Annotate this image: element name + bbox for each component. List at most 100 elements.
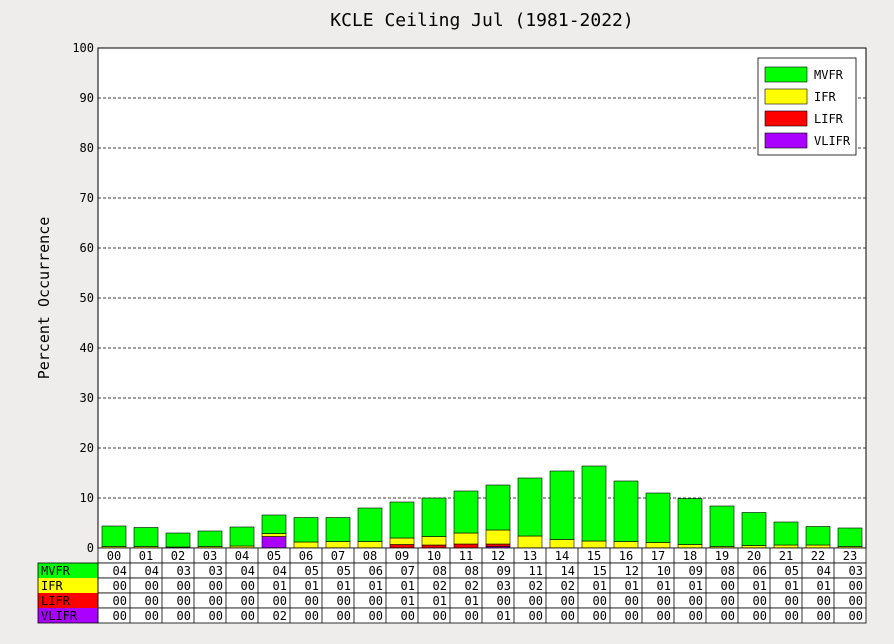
table-cell-mvfr: 08 xyxy=(433,564,447,578)
y-axis-label: Percent Occurrence xyxy=(35,217,53,380)
x-tick-label: 06 xyxy=(299,549,313,563)
bar-ifr-10 xyxy=(421,536,447,546)
table-cell-lifr: 01 xyxy=(433,594,447,608)
x-tick-label: 23 xyxy=(843,549,857,563)
x-tick-label: 14 xyxy=(555,549,569,563)
x-tick-label: 05 xyxy=(267,549,281,563)
bar-mvfr-19 xyxy=(709,505,735,547)
bar-mvfr-16 xyxy=(613,480,639,542)
table-cell-ifr: 01 xyxy=(401,579,415,593)
x-tick-label: 15 xyxy=(587,549,601,563)
y-tick-label: 100 xyxy=(72,41,94,55)
table-cell-vlifr: 00 xyxy=(529,609,543,623)
table-cell-vlifr: 00 xyxy=(177,609,191,623)
y-tick-label: 50 xyxy=(80,291,94,305)
table-cell-lifr: 00 xyxy=(177,594,191,608)
table-cell-mvfr: 04 xyxy=(113,564,127,578)
table-label-frame xyxy=(37,562,99,624)
x-tick-label: 16 xyxy=(619,549,633,563)
table-cell-lifr: 01 xyxy=(401,594,415,608)
table-cell-ifr: 01 xyxy=(593,579,607,593)
table-cell-mvfr: 03 xyxy=(849,564,863,578)
table-cell-ifr: 03 xyxy=(497,579,511,593)
table-cell-ifr: 01 xyxy=(817,579,831,593)
table-cell-lifr: 00 xyxy=(689,594,703,608)
bar-ifr-13 xyxy=(517,535,543,549)
bar-mvfr-12 xyxy=(485,484,511,531)
bar-ifr-11 xyxy=(453,532,479,545)
bar-mvfr-03 xyxy=(197,530,223,547)
table-cell-ifr: 02 xyxy=(529,579,543,593)
table-row-label: VLIFR xyxy=(41,609,78,623)
bar-mvfr-23 xyxy=(837,527,863,547)
bar-mvfr-02 xyxy=(165,532,191,548)
table-cell-mvfr: 10 xyxy=(657,564,671,578)
table-cell-mvfr: 05 xyxy=(305,564,319,578)
table-cell-vlifr: 00 xyxy=(209,609,223,623)
table-cell-ifr: 01 xyxy=(369,579,383,593)
legend-label-vlifr: VLIFR xyxy=(814,134,851,148)
legend-label-mvfr: MVFR xyxy=(814,68,844,82)
table-cell-vlifr: 00 xyxy=(721,609,735,623)
y-tick-label: 60 xyxy=(80,241,94,255)
y-tick-label: 90 xyxy=(80,91,94,105)
table-cell-lifr: 00 xyxy=(561,594,575,608)
table-cell-ifr: 01 xyxy=(625,579,639,593)
bar-ifr-08 xyxy=(357,541,383,549)
table-cell-ifr: 01 xyxy=(785,579,799,593)
bar-ifr-05 xyxy=(261,533,287,537)
table-cell-mvfr: 04 xyxy=(817,564,831,578)
legend-swatch-ifr xyxy=(764,88,808,105)
bar-mvfr-09 xyxy=(389,501,415,539)
bar-mvfr-06 xyxy=(293,517,319,543)
bar-ifr-17 xyxy=(645,542,671,549)
chart-title: KCLE Ceiling Jul (1981-2022) xyxy=(330,10,633,31)
bar-mvfr-01 xyxy=(133,527,159,547)
table-cell-ifr: 01 xyxy=(273,579,287,593)
bar-ifr-07 xyxy=(325,541,351,549)
table-cell-mvfr: 06 xyxy=(369,564,383,578)
bar-mvfr-07 xyxy=(325,517,351,542)
table-cell-vlifr: 00 xyxy=(113,609,127,623)
table-cell-vlifr: 01 xyxy=(497,609,511,623)
table-row-label: IFR xyxy=(41,579,63,593)
table-cell-vlifr: 00 xyxy=(785,609,799,623)
table-cell-lifr: 00 xyxy=(529,594,543,608)
table-cell-mvfr: 03 xyxy=(177,564,191,578)
bar-lifr-12 xyxy=(485,543,511,547)
bar-mvfr-20 xyxy=(741,512,767,546)
bar-mvfr-04 xyxy=(229,526,255,547)
table-cell-mvfr: 12 xyxy=(625,564,639,578)
table-cell-vlifr: 00 xyxy=(401,609,415,623)
bar-lifr-11 xyxy=(453,543,479,549)
x-tick-label: 08 xyxy=(363,549,377,563)
legend: MVFR IFR LIFR VLIFR xyxy=(757,57,857,156)
x-tick-label: 19 xyxy=(715,549,729,563)
bar-ifr-12 xyxy=(485,529,511,545)
table-cell-lifr: 00 xyxy=(209,594,223,608)
table-cell-lifr: 00 xyxy=(593,594,607,608)
bar-ifr-16 xyxy=(613,541,639,549)
bar-mvfr-15 xyxy=(581,465,607,542)
x-tick-label: 20 xyxy=(747,549,761,563)
table-cell-lifr: 00 xyxy=(817,594,831,608)
legend-label-ifr: IFR xyxy=(814,90,836,104)
bar-mvfr-14 xyxy=(549,470,575,540)
table-cell-lifr: 00 xyxy=(369,594,383,608)
table-cell-mvfr: 05 xyxy=(785,564,799,578)
y-tick-label: 40 xyxy=(80,341,94,355)
table-row-label-cell xyxy=(38,608,98,623)
table-cell-vlifr: 02 xyxy=(273,609,287,623)
bar-mvfr-13 xyxy=(517,477,543,537)
table-cell-ifr: 00 xyxy=(145,579,159,593)
table-cell-lifr: 00 xyxy=(241,594,255,608)
x-tick-label: 22 xyxy=(811,549,825,563)
x-tick-label: 12 xyxy=(491,549,505,563)
table-cell-vlifr: 00 xyxy=(305,609,319,623)
table-cell-vlifr: 00 xyxy=(817,609,831,623)
table-cell-vlifr: 00 xyxy=(753,609,767,623)
table-cell-ifr: 02 xyxy=(465,579,479,593)
legend-swatch-lifr xyxy=(764,110,808,127)
bar-ifr-15 xyxy=(581,540,607,549)
bar-lifr-09 xyxy=(389,544,415,549)
